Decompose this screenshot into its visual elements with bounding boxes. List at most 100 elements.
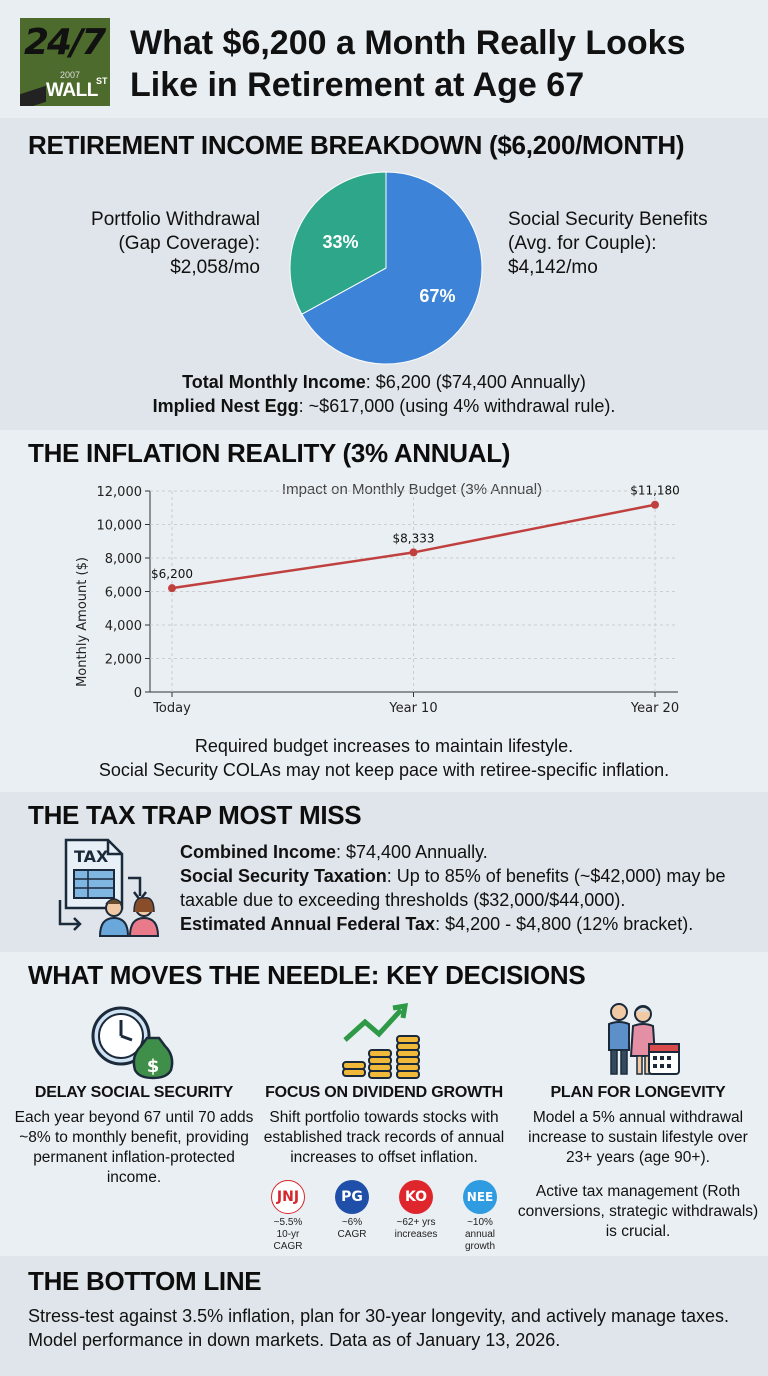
portfolio-label-line-1: Portfolio Withdrawal	[91, 209, 260, 230]
data-point	[651, 500, 659, 509]
tax-combined-income: Combined Income: $74,400 Annually.	[180, 840, 760, 864]
data-point	[409, 548, 418, 557]
y-tick-label: 4,000	[105, 619, 142, 634]
ticker-stat-label: 10-yr CAGR	[273, 1229, 303, 1252]
decision-title: DELAY SOCIAL SECURITY	[34, 1084, 234, 1101]
inflation-note-1: Required budget increases to maintain li…	[194, 736, 574, 756]
logo: 24/7 2007 WALL ST	[20, 18, 110, 106]
income-breakdown-title: RETIREMENT INCOME BREAKDOWN ($6,200/MONT…	[28, 130, 685, 160]
ticker-pg: PG ~6% CAGR	[325, 1180, 379, 1253]
tax-item-text: : $4,200 - $4,800 (12% bracket).	[435, 914, 694, 934]
nee-logo: NEE	[463, 1180, 497, 1214]
social-security-label: Social Security Benefits (Avg. for Coupl…	[508, 208, 758, 280]
tax-item-label: Combined Income	[180, 842, 337, 862]
total-income-line: Total Monthly Income: $6,200 ($74,400 An…	[0, 370, 768, 394]
decision-title: PLAN FOR LONGEVITY	[550, 1084, 726, 1101]
bottom-line-title: THE BOTTOM LINE	[28, 1266, 262, 1296]
chart-title: Impact on Monthly Budget (3% Annual)	[282, 481, 542, 498]
tax-federal-estimate: Estimated Annual Federal Tax: $4,200 - $…	[180, 912, 760, 936]
y-tick-label: 12,000	[97, 485, 143, 500]
ticker-stat-label: CAGR	[337, 1229, 367, 1240]
nest-egg-value: : ~$617,000 (using 4% withdrawal rule).	[298, 396, 616, 416]
portfolio-withdrawal-label: Portfolio Withdrawal (Gap Coverage): $2,…	[60, 208, 260, 280]
tax-trap-title: THE TAX TRAP MOST MISS	[28, 800, 362, 830]
y-tick-label: 10,000	[97, 519, 143, 534]
elderly-couple-calendar-icon	[608, 1003, 680, 1075]
logo-big-text: 24/7	[24, 22, 106, 63]
nest-egg-label: Implied Nest Egg	[152, 396, 299, 416]
x-tick-label: Year 20	[630, 701, 679, 716]
bottom-line-section: THE BOTTOM LINE Stress-test against 3.5%…	[0, 1256, 768, 1376]
y-tick-label: 2,000	[105, 653, 142, 668]
inflation-section: THE INFLATION REALITY (3% ANNUAL) Impact…	[0, 430, 768, 792]
decision-plan-longevity: PLAN FOR LONGEVITY Model a 5% annual wit…	[510, 1000, 766, 1242]
social-label-line-1: Social Security Benefits	[508, 209, 708, 230]
nest-egg-line: Implied Nest Egg: ~$617,000 (using 4% wi…	[0, 394, 768, 418]
decision-text: Shift portfolio towards stocks with esta…	[263, 1109, 505, 1166]
tax-details: Combined Income: $74,400 Annually. Socia…	[180, 840, 760, 936]
pie-slice-social-security	[301, 171, 483, 365]
tax-item-text: : Up to 85% of benefits (~$42,000) may b…	[180, 866, 726, 910]
pie-slice-label: 33%	[323, 232, 359, 252]
key-decisions-section: WHAT MOVES THE NEEDLE: KEY DECISIONS $ D…	[0, 952, 768, 1256]
decision-text: Model a 5% annual withdrawal increase to…	[528, 1109, 748, 1166]
logo-st-text: ST	[96, 76, 108, 86]
portfolio-label-line-3: $2,058/mo	[170, 257, 260, 278]
data-point	[168, 584, 176, 593]
ticker-ko: KO ~62+ yrs increases	[389, 1180, 443, 1253]
social-label-line-3: $4,142/mo	[508, 257, 598, 278]
x-tick-label: Today	[152, 701, 191, 716]
tax-item-text: : $74,400 Annually.	[336, 842, 488, 862]
y-tick-label: 8,000	[105, 552, 142, 567]
portfolio-label-line-2: (Gap Coverage):	[118, 233, 260, 254]
ticker-stat: ~5.5%	[273, 1217, 303, 1228]
bottom-line-text: Stress-test against 3.5% inflation, plan…	[28, 1306, 730, 1350]
income-pie-chart: 67% 33%	[289, 171, 483, 365]
ticker-stat: ~6%	[341, 1217, 363, 1228]
ticker-jnj: JNJ ~5.5% 10-yr CAGR	[261, 1180, 315, 1253]
pie-slice-portfolio	[289, 171, 387, 315]
decision-title: FOCUS ON DIVIDEND GROWTH	[265, 1084, 503, 1101]
inflation-title: THE INFLATION REALITY (3% ANNUAL)	[28, 438, 511, 468]
logo-small-text: 2007	[60, 70, 81, 80]
inflation-line-chart: Impact on Monthly Budget (3% Annual) Mon…	[75, 481, 680, 716]
svg-text:$: $	[147, 1056, 160, 1077]
data-label: $8,333	[393, 531, 435, 545]
ticker-stat: ~10%	[467, 1217, 493, 1228]
y-tick-label: 6,000	[105, 586, 142, 601]
decision-dividend-growth: FOCUS ON DIVIDEND GROWTH Shift portfolio…	[256, 1000, 512, 1253]
inflation-note-2: Social Security COLAs may not keep pace …	[98, 760, 670, 780]
clock-money-bag-icon: $	[91, 1006, 174, 1080]
header: 24/7 2007 WALL ST What $6,200 a Month Re…	[0, 0, 768, 118]
income-breakdown-section: RETIREMENT INCOME BREAKDOWN ($6,200/MONT…	[0, 118, 768, 430]
ticker-stat-label: annual growth	[464, 1229, 496, 1252]
decision-text-2: Active tax management (Roth conversions,…	[517, 1183, 759, 1240]
tax-ss-taxation: Social Security Taxation: Up to 85% of b…	[180, 864, 760, 912]
ticker-nee: NEE ~10% annual growth	[453, 1180, 507, 1253]
coins-growth-icon	[342, 1002, 420, 1079]
x-tick-label: Year 10	[388, 701, 437, 716]
chart-ylabel: Monthly Amount ($)	[75, 557, 90, 687]
page-title: What $6,200 a Month Really Looks Like in…	[130, 24, 686, 104]
decision-delay-social-security: $ DELAY SOCIAL SECURITY Each year beyond…	[6, 1000, 262, 1188]
key-decisions-title: WHAT MOVES THE NEEDLE: KEY DECISIONS	[28, 960, 586, 990]
data-label: $11,180	[630, 484, 680, 498]
ticker-stat: ~62+ yrs	[396, 1217, 436, 1228]
jnj-logo: JNJ	[271, 1180, 305, 1214]
tax-icon-text: TAX	[74, 847, 109, 866]
tax-item-label: Estimated Annual Federal Tax	[180, 914, 436, 934]
tax-trap-section: THE TAX TRAP MOST MISS TAX Combined Inco…	[0, 792, 768, 952]
tax-document-icon: TAX	[58, 838, 160, 937]
y-tick-label: 0	[134, 686, 142, 701]
total-income-value: : $6,200 ($74,400 Annually)	[365, 372, 586, 392]
dividend-tickers: JNJ ~5.5% 10-yr CAGR PG ~6% CAGR KO ~62+ y…	[256, 1180, 512, 1253]
logo-wall-text: WALL	[46, 80, 98, 101]
ko-logo: KO	[399, 1180, 433, 1214]
total-income-label: Total Monthly Income	[182, 372, 366, 392]
data-label: $6,200	[151, 567, 193, 581]
ticker-stat-label: increases	[394, 1229, 438, 1240]
pg-logo: PG	[335, 1180, 369, 1214]
logo-bar	[20, 85, 46, 106]
social-label-line-2: (Avg. for Couple):	[508, 233, 657, 254]
pie-slice-label: 67%	[419, 286, 455, 306]
